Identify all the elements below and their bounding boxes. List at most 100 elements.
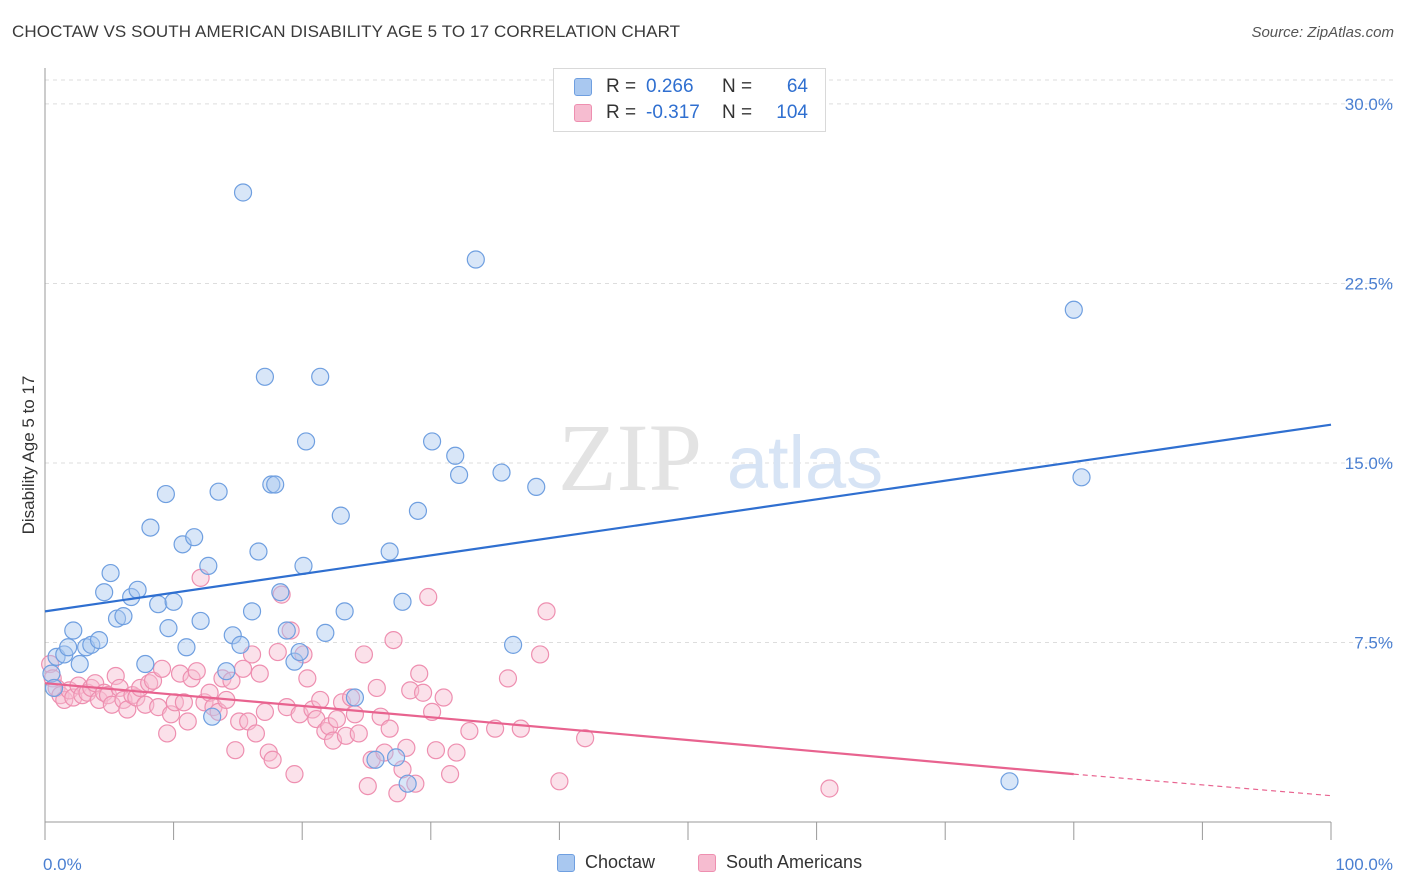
south-americans-point [419,587,438,607]
choctaw-point [101,563,120,583]
legend-r-label: R = [606,76,637,97]
legend-n-value: 104 [776,102,808,123]
bottom-legend-south-americans-label: South Americans [726,852,863,872]
choctaw-point [136,654,155,674]
bottom-legend-south-americans: South Americans [698,852,862,873]
y-tick-label: 22.5% [1345,274,1393,293]
choctaw-point [527,477,546,497]
south-americans-point [327,709,347,729]
choctaw-point [345,688,365,707]
south-americans-point [281,621,300,640]
south-americans-point [222,671,241,690]
legend-r-label: R = [606,102,637,123]
choctaw-point [231,635,250,654]
choctaw-point [294,556,313,575]
legend-n-label: N = [722,102,753,123]
choctaw-point [255,367,275,386]
watermark-atlas: atlas [727,421,883,504]
south-americans-point [106,666,125,686]
choctaw-point [271,583,290,602]
south-americans-point [410,664,429,683]
choctaw-point [422,432,442,451]
legend-row-choctaw: R = 0.266 N = 64 [574,75,808,99]
south-americans-swatch [574,104,592,122]
south-americans-point [498,669,518,688]
choctaw-trend-line [44,423,1332,613]
south-americans-point [303,700,322,719]
south-americans-point [354,645,374,664]
south-americans-point [178,712,197,731]
south-americans-trend-line [44,682,1074,776]
south-americans-point [426,741,446,760]
south-americans-point [268,642,287,662]
choctaw-point [492,463,511,482]
choctaw-point [173,535,192,554]
south-americans-point [531,645,550,664]
south-americans-point [413,683,433,702]
south-americans-point [550,772,569,791]
watermark: ZIP atlas [558,404,883,511]
choctaw-point [203,707,222,726]
choctaw-point [42,664,61,683]
choctaw-point [233,183,253,202]
choctaw-point [277,621,296,640]
south-americans-point [576,729,595,748]
choctaw-point [1072,468,1091,487]
choctaw-point [89,630,109,650]
choctaw-point [296,432,316,451]
south-americans-point [246,724,266,743]
legend-r-value: -0.317 [646,102,700,123]
legend-n-value: 64 [786,76,808,97]
choctaw-point [70,654,89,674]
south-americans-point [406,774,425,793]
choctaw-point [59,638,78,657]
choctaw-point [504,635,523,654]
correlation-legend: R = 0.266 N = 64 R = -0.317 N = 104 [553,68,826,132]
choctaw-point [311,367,330,386]
choctaw-point [290,642,309,662]
south-americans-point [460,721,479,741]
south-americans-point [298,669,317,688]
south-americans-point [255,702,275,721]
choctaw-point [408,501,428,520]
choctaw-point [159,619,178,638]
south-americans-trend-extension [1073,773,1332,797]
south-americans-point [226,741,245,760]
south-americans-point [263,750,282,769]
choctaw-point [209,482,228,501]
south-americans-point [320,717,339,736]
choctaw-point [177,638,196,657]
south-americans-point [537,602,556,621]
choctaw-point [141,518,160,537]
south-americans-point [345,705,365,724]
south-americans-point [511,719,530,738]
choctaw-point [199,556,218,575]
choctaw-point [466,250,485,269]
y-tick-label: 30.0% [1345,95,1393,114]
choctaw-point [249,542,268,561]
south-americans-points [41,568,839,803]
choctaw-point [1064,300,1083,319]
south-americans-point [174,693,193,712]
south-americans-point [161,705,181,724]
choctaw-point [185,528,204,547]
legend-r-value: 0.266 [646,76,694,97]
south-americans-point [158,724,177,743]
south-americans-point [250,664,269,683]
choctaw-point [223,626,242,645]
choctaw-swatch [557,853,575,872]
south-americans-point [820,779,839,798]
choctaw-point [1000,772,1019,791]
choctaw-point [398,774,417,793]
south-americans-point [434,688,453,707]
bottom-legend-choctaw-label: Choctaw [585,852,656,872]
south-americans-point [384,630,403,650]
south-americans-point [341,688,361,707]
choctaw-point [331,506,350,525]
choctaw-point [114,607,133,626]
y-axis-label: Disability Age 5 to 17 [19,376,38,535]
south-americans-point [440,765,460,784]
south-americans-point [367,678,386,698]
south-americans-swatch [698,853,716,872]
